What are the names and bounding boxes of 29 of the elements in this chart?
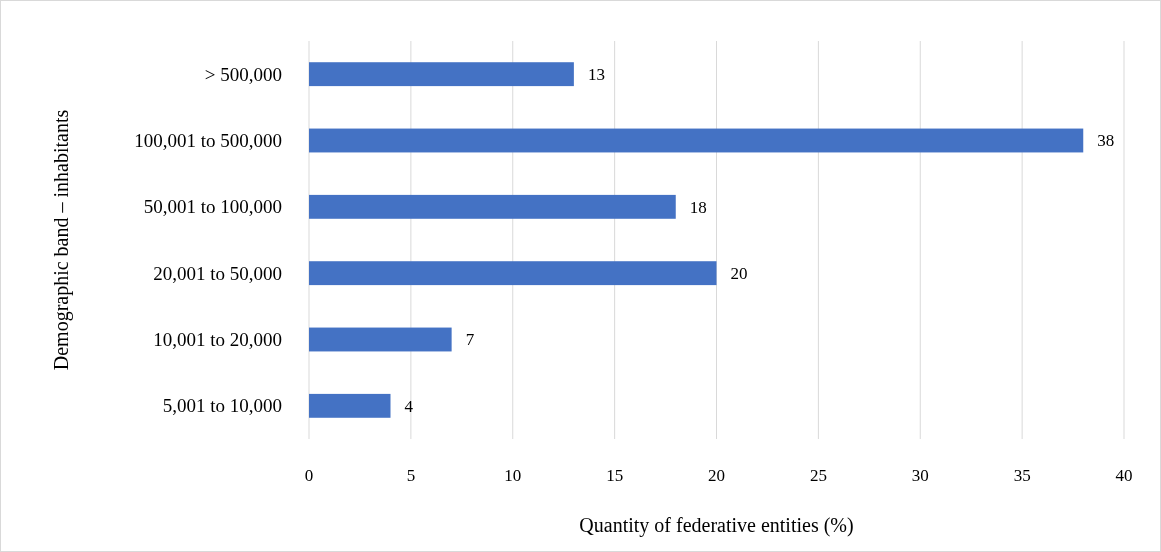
data-label: 13 (587, 65, 605, 85)
y-axis-title: Demographic band – inhabitants (50, 109, 73, 371)
x-tick-label: 0 (304, 466, 314, 485)
data-label: 18 (689, 197, 707, 217)
data-label: 20 (730, 264, 748, 284)
x-tick-label: 15 (606, 466, 624, 485)
x-tick-label: 5 (406, 466, 416, 485)
x-tick-label: 25 (809, 466, 827, 485)
bar (309, 261, 717, 286)
y-tick-label: > 500,000 (204, 63, 282, 85)
y-tick-label: 50,001 to 100,000 (143, 196, 282, 218)
x-tick-label: 40 (1115, 466, 1133, 485)
y-tick-label: 10,001 to 20,000 (153, 329, 282, 351)
bar (309, 128, 1084, 153)
y-tick-label: 5,001 to 10,000 (162, 395, 282, 417)
y-tick-label: 100,001 to 500,000 (134, 130, 282, 152)
data-label: 4 (404, 396, 414, 416)
x-tick-label: 30 (911, 466, 929, 485)
x-tick-label: 10 (504, 466, 522, 485)
bar (309, 62, 574, 87)
y-tick-label: 20,001 to 50,000 (153, 262, 282, 284)
x-axis-title: Quantity of federative entities (%) (579, 514, 854, 537)
bar (309, 194, 676, 219)
data-label: 38 (1097, 131, 1115, 151)
x-tick-label: 20 (708, 466, 725, 485)
data-label: 7 (465, 330, 475, 350)
bar (309, 393, 391, 418)
bar (309, 327, 452, 352)
x-tick-label: 35 (1013, 466, 1031, 485)
